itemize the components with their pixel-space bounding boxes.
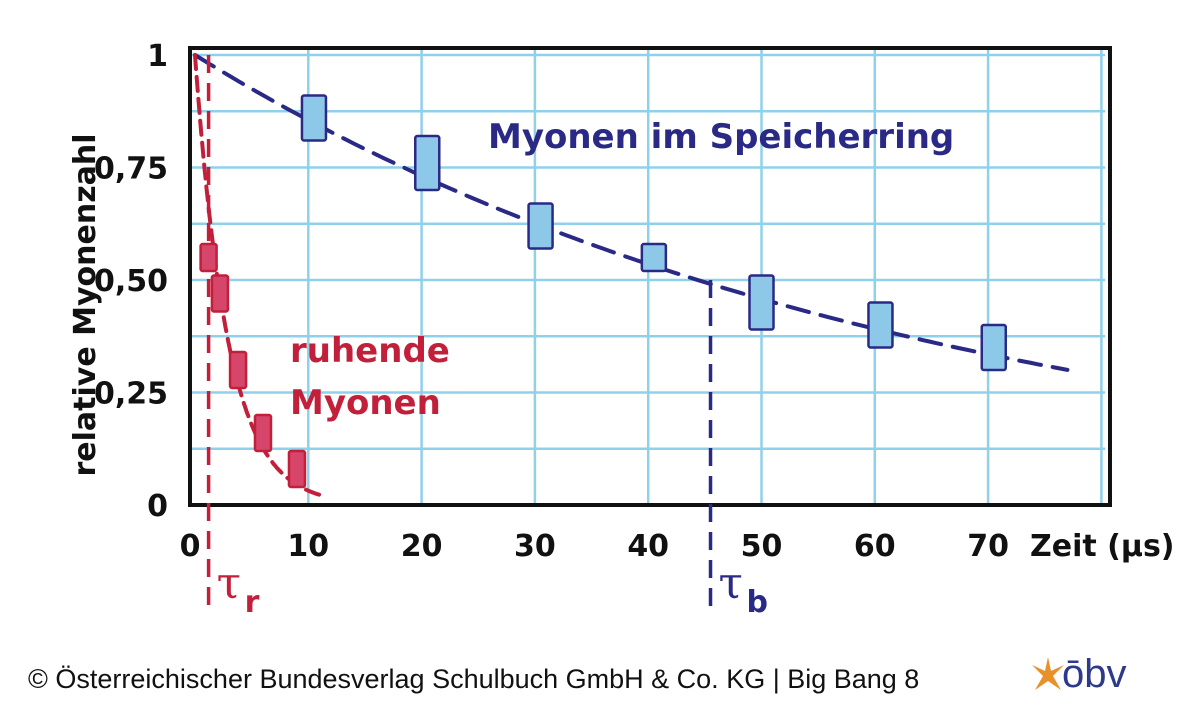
data-point-box — [287, 449, 307, 489]
data-point-box — [253, 413, 273, 453]
copyright-footer: © Österreichischer Bundesverlag Schulbuc… — [28, 664, 920, 694]
obv-logo-text: ōbv — [1062, 652, 1127, 696]
obv-logo — [1032, 657, 1064, 690]
fit-curve-storage-ring — [193, 53, 1070, 372]
x-tick-label: 40 — [627, 529, 669, 564]
series-label-resting-muons-line1: ruhende — [290, 331, 450, 371]
x-tick-label: 50 — [741, 529, 783, 564]
data-point-box — [980, 323, 1008, 372]
y-tick-label: 0 — [147, 489, 168, 524]
y-axis-label: relative Myonenzahl — [68, 133, 103, 476]
x-tick-label: 10 — [287, 529, 329, 564]
data-point-box — [527, 202, 554, 250]
data-point-box — [300, 94, 328, 142]
series-label-resting-muons-line2: Myonen — [290, 383, 441, 423]
series-label-storage-ring: Myonen im Speicherring — [488, 117, 954, 157]
tau-subscript: b — [747, 585, 768, 620]
tau-subscript: r — [245, 585, 260, 620]
data-point-box — [210, 274, 230, 313]
data-point-box — [228, 350, 248, 390]
x-tick-label: 60 — [854, 529, 896, 564]
plot-frame — [188, 46, 1112, 507]
data-points — [199, 94, 1008, 489]
y-tick-label: 1 — [147, 39, 168, 74]
data-point-box — [414, 134, 441, 192]
star-icon — [1032, 657, 1064, 690]
tau-symbol: τ — [217, 558, 241, 609]
x-tick-label: 20 — [401, 529, 443, 564]
data-point-box — [867, 301, 894, 349]
data-point-box — [640, 242, 668, 273]
y-tick-label: 0,25 — [94, 377, 168, 412]
data-point-box — [199, 242, 218, 273]
grid — [190, 48, 1105, 505]
data-point-box — [748, 274, 775, 331]
axes: 0 10 20 30 40 50 60 70 0 0,25 0,50 0,75 1 — [94, 39, 1112, 564]
x-tick-label: 0 — [180, 529, 201, 564]
y-tick-label: 0,75 — [94, 152, 168, 187]
x-tick-label: 70 — [967, 529, 1009, 564]
y-tick-label: 0,50 — [94, 264, 168, 299]
x-tick-label: 30 — [514, 529, 556, 564]
tau-markers: τ bτ r — [206, 55, 768, 620]
tau-symbol: τ — [719, 558, 743, 609]
x-axis-label: Zeit (µs) — [1030, 529, 1175, 564]
labels: relative Myonenzahl Myonen im Speicherri… — [68, 117, 1175, 564]
